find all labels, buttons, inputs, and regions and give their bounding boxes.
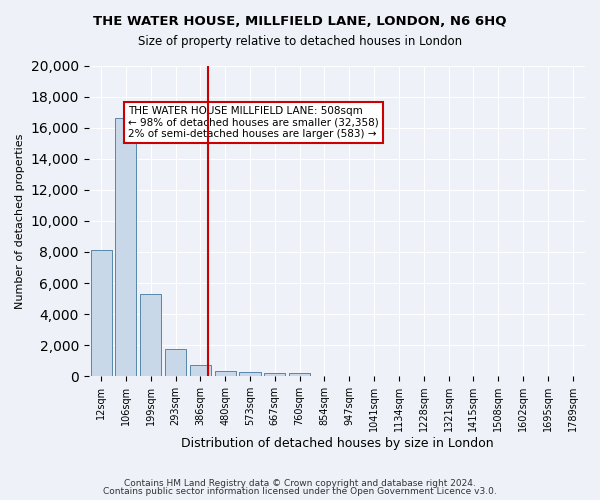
X-axis label: Distribution of detached houses by size in London: Distribution of detached houses by size … <box>181 437 493 450</box>
Bar <box>165 349 186 376</box>
Text: Contains HM Land Registry data © Crown copyright and database right 2024.: Contains HM Land Registry data © Crown c… <box>124 478 476 488</box>
Bar <box>140 294 161 376</box>
Text: Size of property relative to detached houses in London: Size of property relative to detached ho… <box>138 35 462 48</box>
Text: THE WATER HOUSE, MILLFIELD LANE, LONDON, N6 6HQ: THE WATER HOUSE, MILLFIELD LANE, LONDON,… <box>93 15 507 28</box>
Bar <box>215 371 236 376</box>
Bar <box>190 366 211 376</box>
Bar <box>115 118 136 376</box>
Bar <box>264 372 286 376</box>
Bar <box>289 374 310 376</box>
Text: Contains public sector information licensed under the Open Government Licence v3: Contains public sector information licen… <box>103 487 497 496</box>
Bar <box>91 250 112 376</box>
Text: THE WATER HOUSE MILLFIELD LANE: 508sqm
← 98% of detached houses are smaller (32,: THE WATER HOUSE MILLFIELD LANE: 508sqm ←… <box>128 106 379 139</box>
Bar <box>239 372 260 376</box>
Y-axis label: Number of detached properties: Number of detached properties <box>15 133 25 308</box>
